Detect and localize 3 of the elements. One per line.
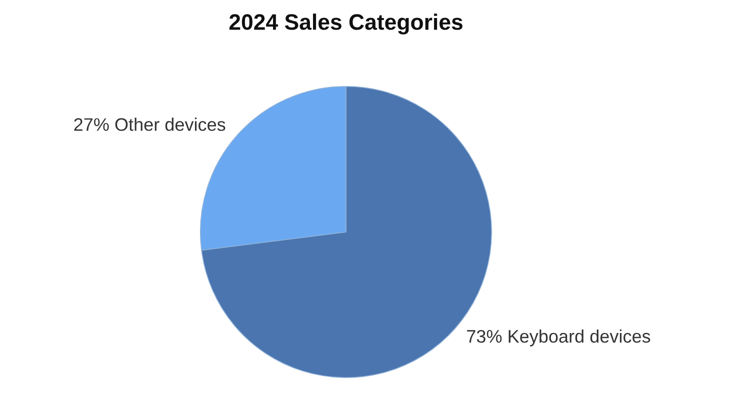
slice-label: 27% Other devices	[74, 118, 226, 131]
chart-title: 2024 Sales Categories	[229, 14, 462, 34]
slice-label: 73% Keyboard devices	[467, 330, 650, 346]
